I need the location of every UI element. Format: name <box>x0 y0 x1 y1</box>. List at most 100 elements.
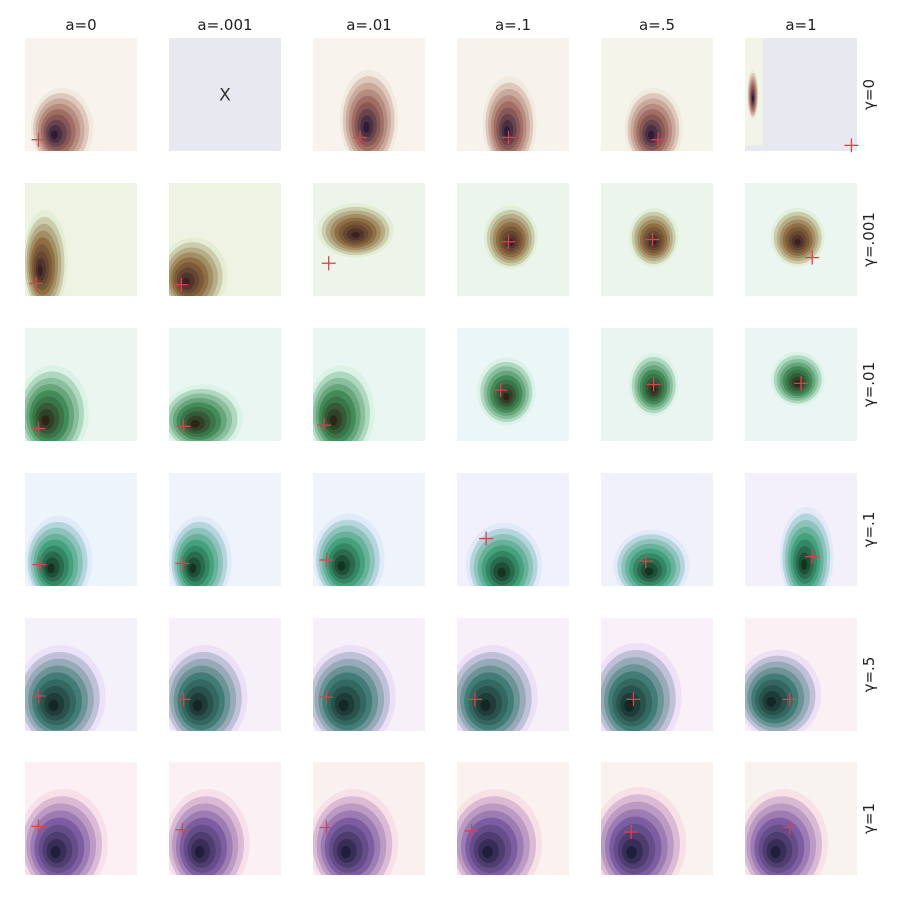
contour-level <box>497 567 506 578</box>
panel <box>313 183 425 296</box>
density-contours <box>313 789 399 875</box>
panel <box>457 618 569 731</box>
density-contours <box>457 789 543 875</box>
panel-background <box>745 38 857 151</box>
density-contours <box>169 515 232 586</box>
density-contours <box>313 645 396 731</box>
density-contours <box>770 207 825 267</box>
contour-level <box>37 264 43 277</box>
panel <box>25 618 137 731</box>
density-contours <box>313 513 385 586</box>
contour-level <box>482 846 493 859</box>
row-title: γ=0 <box>860 79 878 110</box>
true-value-marker <box>782 692 797 707</box>
contour-level <box>770 846 781 859</box>
contour-level <box>647 130 655 140</box>
row-title: γ=.1 <box>860 512 878 548</box>
panel <box>457 473 569 586</box>
panel <box>169 762 281 875</box>
density-contours <box>169 645 248 731</box>
panel-grid: X <box>25 38 859 875</box>
true-value-marker <box>467 692 482 707</box>
panel <box>601 473 713 586</box>
contour-level <box>194 846 205 859</box>
density-contours <box>483 205 538 269</box>
true-value-marker <box>31 132 46 147</box>
density-contours <box>169 237 228 296</box>
density-contours <box>779 506 834 586</box>
panel <box>169 183 281 296</box>
density-contours <box>601 642 682 731</box>
density-contours <box>25 210 68 296</box>
true-value-marker <box>501 130 516 145</box>
panel <box>313 473 425 586</box>
column-titles: a=0 a=.001 a=.01 a=.1 a=.5 a=1 <box>65 16 816 34</box>
contour-level <box>801 559 808 571</box>
contour-level <box>766 697 776 708</box>
panel <box>169 618 281 731</box>
contour-level <box>351 231 360 238</box>
true-value-marker <box>624 825 639 840</box>
panel <box>457 762 569 875</box>
panel <box>601 328 713 441</box>
true-value-marker <box>638 554 653 569</box>
density-contours <box>25 365 89 441</box>
density-contours <box>169 384 243 441</box>
panel <box>457 183 569 296</box>
true-value-marker <box>32 557 47 572</box>
true-value-marker <box>479 531 494 546</box>
true-value-marker <box>175 822 190 837</box>
true-value-marker <box>353 130 368 145</box>
true-value-marker <box>805 250 820 265</box>
density-contours <box>317 203 394 258</box>
true-value-marker <box>794 376 808 391</box>
panel <box>457 38 569 151</box>
panel <box>745 762 857 875</box>
row-titles: γ=0 γ=.001 γ=.01 γ=.1 γ=.5 γ=1 <box>860 79 878 834</box>
true-value-marker <box>176 419 191 434</box>
missing-marker: X <box>219 86 231 106</box>
contour-level <box>182 277 190 287</box>
row-title: γ=1 <box>860 803 878 834</box>
contour-level <box>189 563 197 574</box>
true-value-marker <box>844 138 859 153</box>
column-title: a=0 <box>65 16 96 34</box>
contour-level <box>48 699 59 712</box>
contour-level <box>624 699 635 712</box>
panel <box>25 183 137 296</box>
density-contours <box>629 207 679 267</box>
panel <box>25 328 137 441</box>
row-title: γ=.5 <box>860 657 878 693</box>
contour-level <box>480 699 491 712</box>
column-title: a=.01 <box>346 16 392 34</box>
panel <box>745 473 857 586</box>
panel <box>25 473 137 586</box>
panel <box>313 762 425 875</box>
density-contours <box>457 645 538 731</box>
panel <box>601 183 713 296</box>
contour-level <box>363 121 370 133</box>
contour-level <box>192 699 203 712</box>
true-value-marker <box>319 690 334 705</box>
density-contours <box>613 529 690 586</box>
column-title: a=.001 <box>197 16 252 34</box>
panel <box>457 328 569 441</box>
column-title: a=1 <box>785 16 816 34</box>
panel <box>745 183 857 296</box>
density-contours <box>770 351 825 406</box>
contour-level <box>504 126 511 137</box>
true-value-marker <box>626 692 641 707</box>
panel: X <box>169 38 281 151</box>
true-value-marker <box>651 132 666 147</box>
density-contours <box>25 789 108 875</box>
true-value-marker <box>493 383 508 398</box>
column-title: a=.1 <box>495 16 531 34</box>
true-value-marker <box>29 276 44 291</box>
panel <box>313 38 425 151</box>
true-value-marker <box>176 692 191 707</box>
density-contours <box>25 645 106 731</box>
panel <box>25 762 137 875</box>
panel <box>169 328 281 441</box>
panel <box>601 38 713 151</box>
